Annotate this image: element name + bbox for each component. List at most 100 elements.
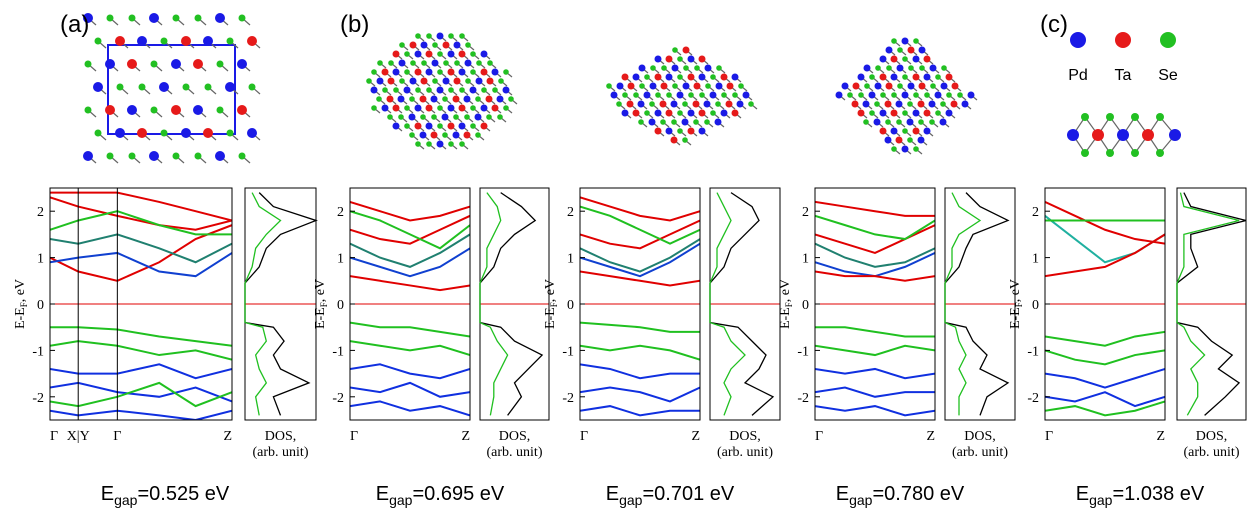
atom (643, 91, 651, 99)
atom (864, 83, 870, 89)
atom (194, 152, 202, 160)
atom (874, 82, 882, 90)
band-line (1045, 215, 1165, 264)
atom (502, 86, 510, 94)
atom (247, 128, 257, 138)
atom (193, 105, 203, 115)
band-line (350, 321, 470, 338)
atom (683, 65, 689, 71)
atom (194, 14, 202, 22)
atom (616, 82, 624, 90)
gap-subscript: gap (389, 492, 413, 508)
y-tick-label: -2 (1027, 391, 1039, 406)
atom (447, 122, 455, 130)
gap-subscript: gap (114, 492, 138, 508)
band-line (580, 219, 700, 250)
atom (672, 47, 678, 53)
atom (453, 114, 459, 120)
atom (463, 95, 471, 103)
atom (1067, 129, 1079, 141)
atom (934, 91, 942, 99)
atom (851, 100, 859, 108)
y-label-part: , eV (1008, 279, 1023, 302)
atom (913, 38, 919, 44)
atom (442, 77, 450, 85)
band-line (1045, 391, 1165, 408)
atom (644, 74, 650, 80)
atom (447, 68, 455, 76)
atom (946, 92, 952, 98)
band-line (350, 275, 470, 292)
atom (847, 92, 853, 98)
y-tick-label: 2 (337, 205, 344, 220)
atom (83, 151, 93, 161)
dos-label: DOS, (729, 429, 761, 444)
atom (410, 60, 416, 66)
atom (677, 128, 683, 134)
atom (896, 64, 904, 72)
atom (616, 101, 622, 107)
atom (487, 60, 493, 66)
atom (891, 92, 897, 98)
atom (626, 100, 634, 108)
atom (694, 65, 700, 71)
band-line (815, 326, 935, 338)
atom (415, 33, 421, 39)
atom (437, 69, 443, 75)
atom (698, 73, 706, 81)
band-line (350, 247, 470, 278)
atom (238, 14, 246, 22)
atom (421, 60, 427, 66)
atom (897, 47, 903, 53)
atom (650, 65, 656, 71)
atom (951, 82, 959, 90)
band-line (50, 196, 232, 231)
atom (912, 127, 920, 135)
atom (127, 59, 137, 69)
atom (720, 73, 728, 81)
band-line (350, 340, 470, 356)
atom (868, 91, 876, 99)
atom (649, 101, 655, 107)
atom (465, 42, 471, 48)
atom (681, 118, 689, 126)
atom (731, 73, 739, 81)
atom (226, 129, 234, 137)
y-tick-label: -2 (332, 391, 344, 406)
atom (366, 78, 372, 84)
atom (940, 101, 946, 107)
atom (485, 95, 493, 103)
atom (693, 119, 699, 125)
y-label-part: E-E (13, 307, 28, 329)
atom (929, 64, 937, 72)
atom (890, 55, 898, 63)
atom (671, 64, 679, 72)
atom (463, 131, 471, 139)
atom (890, 127, 898, 135)
band-line (1045, 201, 1165, 245)
y-label-part: E-E (313, 307, 328, 329)
atom (918, 119, 924, 125)
atom (425, 50, 433, 58)
atom (420, 77, 428, 85)
x-tick-label: Z (1156, 429, 1165, 444)
atom (676, 91, 684, 99)
atom (901, 37, 909, 45)
atom (891, 146, 897, 152)
band-line (580, 270, 700, 287)
atom (880, 92, 886, 98)
atom (238, 152, 246, 160)
atom (923, 127, 931, 135)
y-tick-label: -1 (797, 344, 809, 359)
atom (644, 110, 650, 116)
atom (393, 87, 399, 93)
band-line (1045, 330, 1165, 347)
atom (687, 109, 695, 117)
atom (426, 141, 432, 147)
atom (742, 91, 750, 99)
atom (699, 92, 705, 98)
dos-label: DOS, (265, 429, 297, 444)
atom (610, 91, 618, 99)
atom (172, 152, 180, 160)
atom (632, 109, 640, 117)
